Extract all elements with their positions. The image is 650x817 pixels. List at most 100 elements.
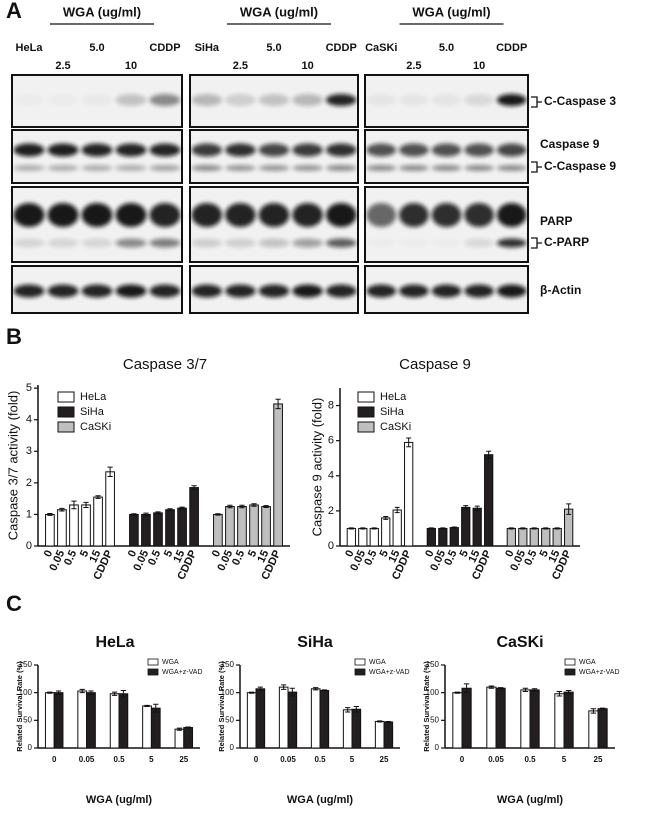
- blot-band: [292, 94, 323, 106]
- blot-frame: [364, 74, 529, 128]
- bracket: [531, 237, 542, 249]
- x-tick-label: 0: [503, 548, 516, 559]
- x-tick-label: 5: [378, 548, 391, 559]
- legend-label: WGA: [162, 659, 179, 666]
- error-bar: [120, 689, 126, 698]
- blot-band: [225, 238, 256, 248]
- error-bar: [565, 689, 572, 695]
- blot-band: [115, 203, 147, 227]
- chart-title: CaSKi: [496, 634, 543, 651]
- bar: [449, 527, 459, 547]
- band-label: β-Actin: [540, 283, 581, 297]
- blot-band: [292, 203, 323, 227]
- blot-frame: [11, 129, 183, 184]
- x-tick-label: 25: [380, 755, 389, 764]
- x-tick-label: 0: [52, 755, 57, 764]
- bar: [44, 692, 55, 749]
- x-tick-label: 15: [547, 548, 563, 564]
- error-bar: [83, 501, 89, 508]
- blot-frame: [364, 186, 529, 263]
- blot-band: [81, 143, 113, 157]
- error-bar: [275, 398, 281, 410]
- blot-band: [14, 94, 45, 106]
- lane-label: 2.5: [55, 60, 70, 72]
- blot-band: [13, 165, 45, 171]
- x-tick-label: 0.5: [146, 548, 163, 567]
- blot-band: [47, 284, 79, 298]
- blot-band: [258, 165, 290, 171]
- blot-band: [325, 165, 357, 171]
- error-bar: [176, 727, 183, 731]
- band-label: C-Caspase 3: [544, 94, 616, 108]
- bar: [174, 728, 185, 749]
- blot-band: [464, 238, 494, 248]
- blot-band: [464, 165, 494, 171]
- bar: [77, 690, 88, 749]
- blot-band: [399, 165, 429, 171]
- blot-band: [464, 203, 494, 227]
- blot-band: [149, 203, 181, 227]
- blot-band: [431, 284, 462, 298]
- y-tick-label: 0: [435, 743, 440, 752]
- band-label: PARP: [540, 214, 572, 228]
- y-tick-label: 100: [221, 688, 235, 697]
- bar: [529, 527, 539, 547]
- error-bar: [167, 508, 173, 512]
- blot-band: [292, 143, 323, 157]
- blot-band: [292, 284, 323, 298]
- bar: [358, 527, 368, 547]
- bar: [129, 513, 139, 547]
- legend-swatch: [147, 668, 159, 676]
- bar: [563, 691, 574, 749]
- x-tick-label: 15: [255, 548, 271, 564]
- x-tick-label: 5: [562, 755, 567, 764]
- error-bar: [406, 437, 412, 448]
- band-label: Caspase 9: [540, 137, 600, 151]
- blot-band: [496, 284, 527, 298]
- y-tick-label: 0: [28, 743, 33, 752]
- blot-band: [258, 94, 290, 106]
- legend-label: WGA: [579, 659, 596, 666]
- blot-band: [191, 165, 223, 171]
- bar: [177, 507, 187, 547]
- x-tick-label: 0.5: [113, 755, 125, 764]
- lane-label: 5.0: [439, 42, 454, 54]
- blot-frame: [364, 129, 529, 184]
- bar: [461, 506, 471, 547]
- x-tick-label: 5: [162, 548, 175, 559]
- blot-frame: [11, 265, 183, 314]
- y-axis-label: Related Survival Rate (%): [217, 661, 226, 752]
- legend-label: WGA+z-VAD: [162, 669, 203, 676]
- blot-band: [115, 238, 147, 248]
- bar: [141, 513, 151, 547]
- x-tick-label: 0.5: [230, 548, 247, 567]
- blot-band: [399, 143, 429, 157]
- blot-band: [81, 165, 113, 171]
- x-tick-label: 5: [78, 548, 91, 559]
- error-bar: [153, 703, 159, 713]
- blot-band: [149, 143, 181, 157]
- bar: [255, 688, 266, 749]
- blot-band: [325, 94, 357, 106]
- blot-band: [225, 203, 256, 227]
- bar: [53, 692, 64, 749]
- group-header: WGA (ug/ml): [63, 4, 141, 19]
- bracket: [531, 161, 542, 173]
- blot-band: [258, 284, 290, 298]
- lane-label: HeLa: [16, 42, 44, 54]
- bar: [278, 686, 289, 749]
- lane-label: 10: [301, 60, 313, 72]
- panel-label: C: [6, 591, 22, 616]
- bar: [45, 513, 55, 547]
- y-tick-label: 1: [26, 508, 32, 520]
- bracket: [531, 96, 542, 108]
- error-bar: [488, 685, 495, 689]
- error-bar: [454, 691, 461, 694]
- blot-band: [325, 203, 357, 227]
- bar: [165, 509, 175, 547]
- y-tick-label: 100: [426, 688, 440, 697]
- bar: [273, 403, 283, 547]
- blot-band: [432, 239, 462, 248]
- legend-label: CaSKi: [80, 421, 111, 433]
